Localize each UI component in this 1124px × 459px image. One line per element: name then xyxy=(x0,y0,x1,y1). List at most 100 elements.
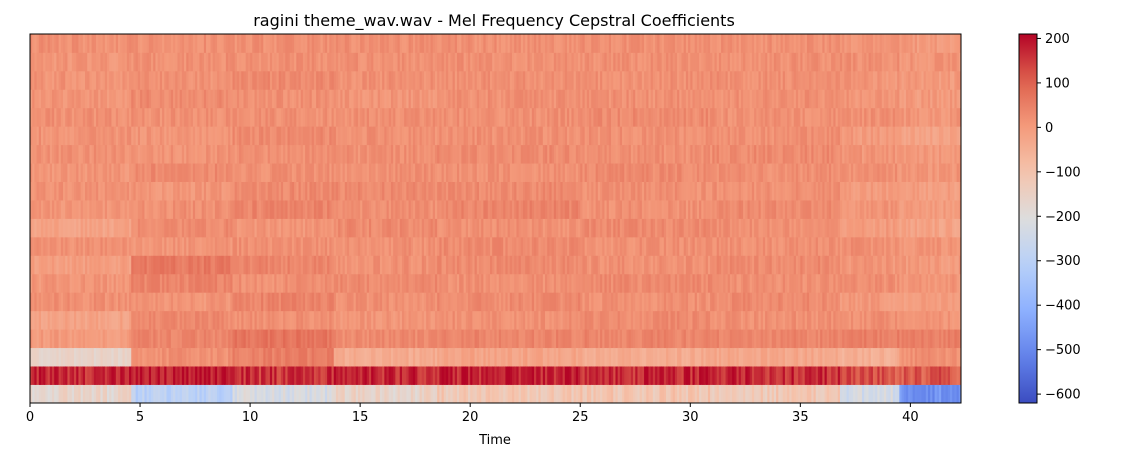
heatmap-cell xyxy=(287,52,291,72)
heatmap-cell xyxy=(434,329,438,349)
heatmap-cell xyxy=(195,273,198,293)
heatmap-cell xyxy=(256,366,260,385)
heatmap-cell xyxy=(179,255,183,275)
heatmap-cell xyxy=(162,144,165,164)
heatmap-cell xyxy=(82,292,86,312)
heatmap-cell xyxy=(349,89,352,109)
heatmap-cell xyxy=(47,52,51,72)
heatmap-cell xyxy=(203,163,207,182)
heatmap-cell xyxy=(346,163,350,182)
heatmap-cell xyxy=(437,384,440,404)
heatmap-cell xyxy=(71,366,75,385)
heatmap-cell xyxy=(291,329,295,349)
heatmap-cell xyxy=(157,236,161,256)
heatmap-cell xyxy=(74,70,77,90)
heatmap-cell xyxy=(501,107,504,127)
heatmap-cell xyxy=(331,200,335,219)
heatmap-cell xyxy=(331,255,335,275)
heatmap-cell xyxy=(351,310,354,330)
heatmap-cell xyxy=(67,126,71,146)
heatmap-cell xyxy=(100,89,104,109)
heatmap-cell xyxy=(247,144,251,164)
heatmap-cell xyxy=(195,52,198,72)
heatmap-cell xyxy=(56,52,60,72)
heatmap-cell xyxy=(34,310,37,330)
heatmap-cell xyxy=(320,329,324,349)
heatmap-cell xyxy=(87,366,90,385)
heatmap-cell xyxy=(280,107,284,127)
heatmap-cell xyxy=(71,236,75,256)
heatmap-cell xyxy=(30,236,33,256)
heatmap-cell xyxy=(217,218,220,238)
heatmap-cell xyxy=(113,329,117,349)
heatmap-cell xyxy=(63,236,66,256)
heatmap-cell xyxy=(63,310,66,330)
heatmap-cell xyxy=(245,89,249,109)
heatmap-cell xyxy=(371,347,374,367)
heatmap-cell xyxy=(210,89,214,109)
heatmap-cell xyxy=(98,310,101,330)
heatmap-cell xyxy=(452,70,456,90)
heatmap-cell xyxy=(412,181,416,201)
heatmap-cell xyxy=(529,310,533,330)
heatmap-cell xyxy=(536,347,539,367)
heatmap-cell xyxy=(129,273,132,293)
heatmap-cell xyxy=(217,255,220,275)
heatmap-cell xyxy=(234,144,238,164)
heatmap-cell xyxy=(556,163,559,182)
heatmap-cell xyxy=(82,52,86,72)
heatmap-cell xyxy=(305,310,308,330)
heatmap-cell xyxy=(298,329,302,349)
heatmap-cell xyxy=(300,366,304,385)
heatmap-cell xyxy=(276,255,280,275)
heatmap-cell xyxy=(360,255,363,275)
heatmap-cell xyxy=(412,384,416,404)
heatmap-cell xyxy=(192,144,196,164)
heatmap-cell xyxy=(355,255,359,275)
heatmap-cell xyxy=(346,366,350,385)
heatmap-cell xyxy=(179,273,183,293)
heatmap-cell xyxy=(503,329,506,349)
heatmap-cell xyxy=(307,255,310,275)
heatmap-cell xyxy=(441,89,445,109)
heatmap-cell xyxy=(186,347,189,367)
heatmap-cell xyxy=(575,144,579,164)
heatmap-cell xyxy=(351,218,354,238)
heatmap-cell xyxy=(47,34,51,53)
heatmap-cell xyxy=(38,273,42,293)
heatmap-cell xyxy=(230,366,233,385)
heatmap-cell xyxy=(45,126,49,146)
heatmap-cell xyxy=(173,70,176,90)
heatmap-cell xyxy=(509,70,513,90)
heatmap-cell xyxy=(430,70,434,90)
heatmap-cell xyxy=(34,273,37,293)
heatmap-cell xyxy=(287,329,291,349)
heatmap-cell xyxy=(478,347,482,367)
heatmap-cell xyxy=(553,347,557,367)
heatmap-cell xyxy=(536,218,539,238)
heatmap-cell xyxy=(192,236,196,256)
heatmap-cell xyxy=(516,34,520,53)
heatmap-cell xyxy=(516,52,520,72)
heatmap-cell xyxy=(382,34,385,53)
heatmap-cell xyxy=(503,236,506,256)
heatmap-cell xyxy=(454,384,458,404)
heatmap-cell xyxy=(377,34,381,53)
heatmap-cell xyxy=(496,144,500,164)
heatmap-cell xyxy=(298,292,302,312)
heatmap-cell xyxy=(80,255,84,275)
heatmap-cell xyxy=(342,52,346,72)
heatmap-cell xyxy=(490,181,493,201)
heatmap-cell xyxy=(111,52,115,72)
heatmap-cell xyxy=(485,384,489,404)
heatmap-cell xyxy=(322,218,326,238)
heatmap-cell xyxy=(177,218,181,238)
heatmap-cell xyxy=(203,126,207,146)
heatmap-cell xyxy=(302,52,306,72)
heatmap-cell xyxy=(505,126,508,146)
heatmap-cell xyxy=(34,292,37,312)
heatmap-cell xyxy=(58,218,62,238)
heatmap-cell xyxy=(214,34,218,53)
heatmap-cell xyxy=(245,126,249,146)
heatmap-cell xyxy=(276,144,280,164)
